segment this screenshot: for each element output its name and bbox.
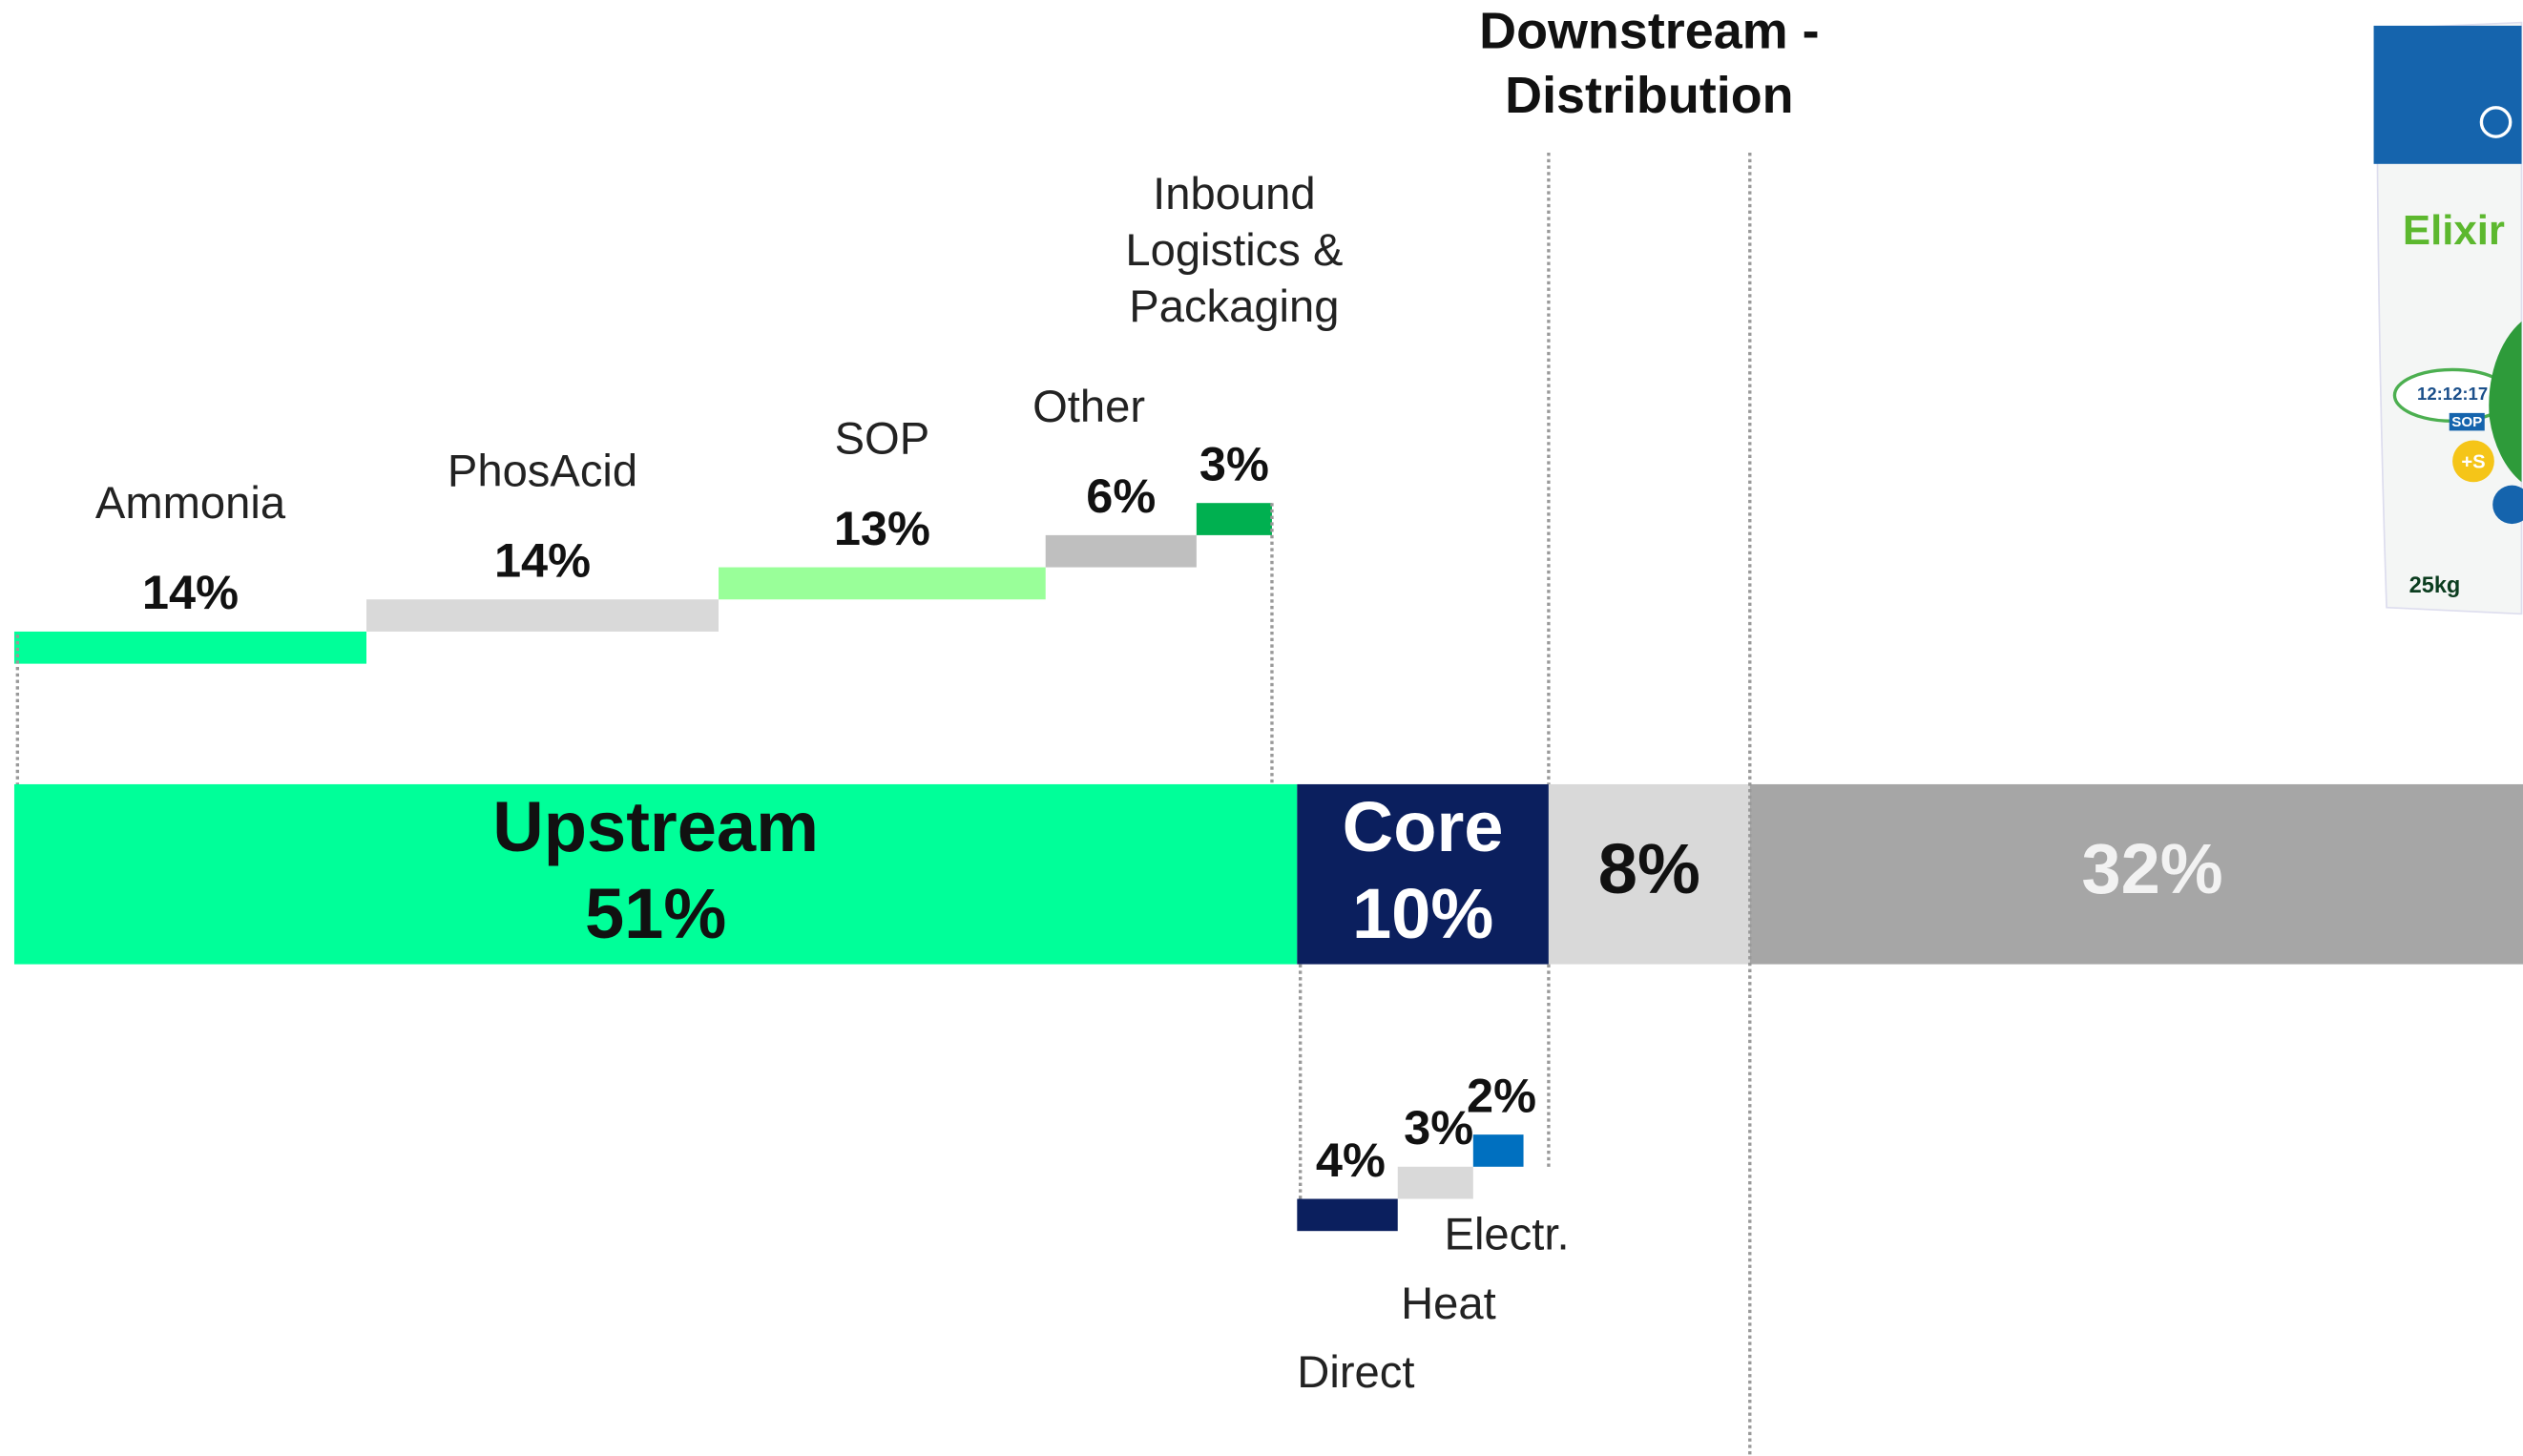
variant: SOP xyxy=(2451,414,2482,430)
breakdown-bar xyxy=(1197,503,1272,535)
breakdown-name: Inbound Logistics & Packaging xyxy=(1097,165,1370,334)
breakdown-value: 3% xyxy=(1199,436,1269,490)
breakdown-bar xyxy=(1473,1134,1524,1167)
segment-name: Core xyxy=(1343,787,1504,866)
segment-value: 51% xyxy=(585,874,726,953)
breakdown-bar xyxy=(719,568,1046,600)
breakdown-value: 2% xyxy=(1467,1068,1536,1122)
breakdown-value: 6% xyxy=(1086,468,1156,523)
breakdown-name: PhosAcid xyxy=(448,445,637,495)
breakdown-name: Ammonia xyxy=(95,477,286,528)
brand: Elixir xyxy=(2403,207,2505,254)
grade: 12:12:17 xyxy=(2417,384,2488,404)
page: Elixir 12:12:17 SOP +S 25kg Upstream 51% C… xyxy=(0,0,2523,1456)
addon: +S xyxy=(2461,451,2485,472)
segment-name: Upstream xyxy=(492,787,819,866)
chart: Elixir 12:12:17 SOP +S 25kg Upstream 51% C… xyxy=(0,0,2523,1456)
breakdown-name: Heat xyxy=(1401,1278,1496,1328)
segment-name-box: Downstream - Distribution xyxy=(1456,0,1842,143)
segment-name: Downstream - Distribution xyxy=(1456,0,1842,127)
breakdown-name: Direct xyxy=(1297,1346,1414,1397)
breakdown-name: SOP xyxy=(835,413,930,464)
breakdown-value: 13% xyxy=(834,501,930,555)
weight: 25kg xyxy=(2409,572,2461,597)
breakdown-value: 14% xyxy=(142,565,239,619)
breakdown-value: 4% xyxy=(1316,1133,1386,1187)
breakdown-bar xyxy=(14,632,366,664)
breakdown-bar xyxy=(1297,1199,1397,1232)
breakdown-name-box: Inbound Logistics & Packaging xyxy=(1097,165,1370,342)
segment-value: 8% xyxy=(1598,829,1700,908)
breakdown-name: Other xyxy=(1032,381,1145,431)
breakdown-bar xyxy=(366,599,719,632)
breakdown-value: 14% xyxy=(494,533,591,588)
bag-band xyxy=(2374,26,2522,164)
segment-value: 10% xyxy=(1352,874,1493,953)
breakdown-value: 3% xyxy=(1404,1100,1473,1154)
product-image: Elixir 12:12:17 SOP +S 25kg xyxy=(2374,23,2523,614)
breakdown-bar xyxy=(1046,535,1197,568)
breakdown-name: Electr. xyxy=(1445,1208,1570,1258)
breakdown-bar xyxy=(1398,1167,1473,1199)
segment-value: 32% xyxy=(2081,829,2222,908)
